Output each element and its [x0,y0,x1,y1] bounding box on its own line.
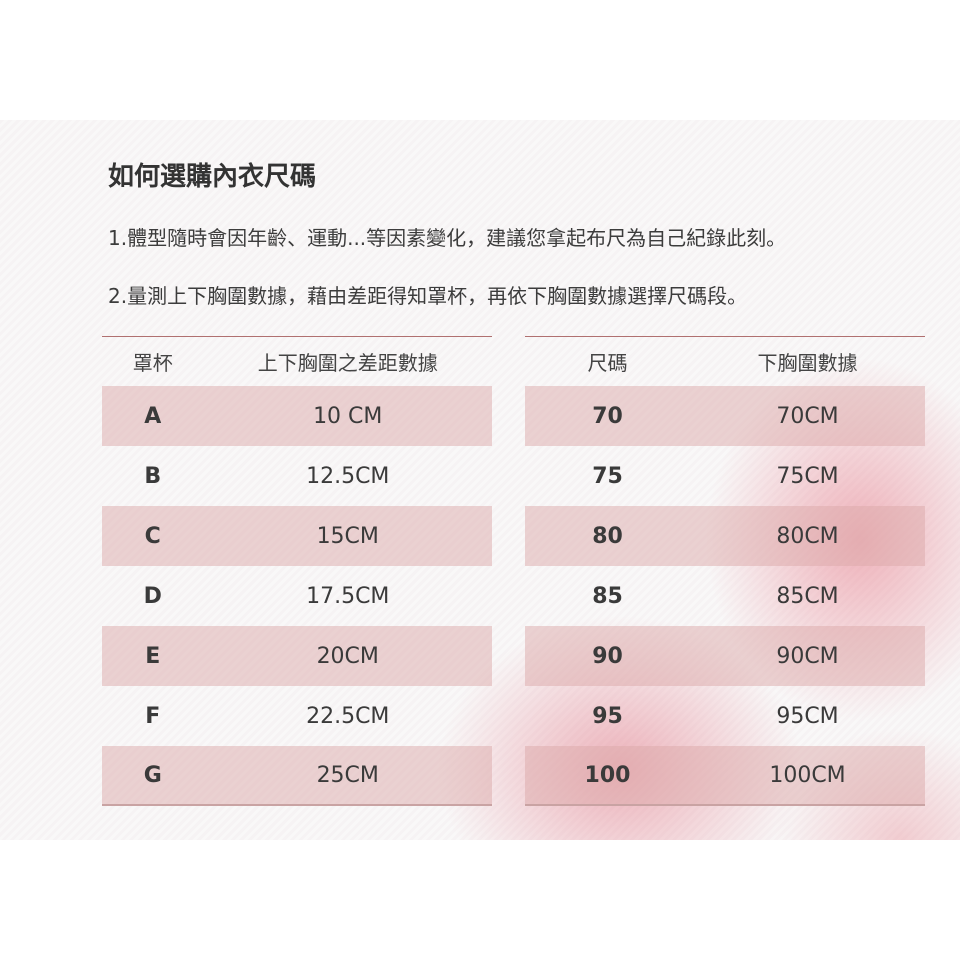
table-cell: 75 [592,463,623,489]
table-row: E 20CM [102,626,492,686]
column-header: 下胸圍數據 [757,351,858,375]
table-row: F 22.5CM [102,686,492,746]
table-cell: 70CM [776,403,839,429]
table-cell: 75CM [776,463,839,489]
table-cell: B [144,463,162,489]
table-cell: 80CM [776,523,839,549]
table-cell: D [143,583,162,609]
table-header: 罩杯 上下胸圍之差距數據 [102,337,492,386]
table-cell: 95 [592,703,623,729]
table-cell: 20CM [316,643,379,669]
table-cell: 12.5CM [306,463,390,489]
table-cell: 100CM [769,762,846,788]
table-cell: 22.5CM [306,703,390,729]
table-row: 100 100CM [525,746,925,806]
table-cell: 10 CM [313,403,383,429]
table-cell: 90 [592,643,623,669]
band-size-table: 尺碼 下胸圍數據 70 70CM 75 75CM 80 80CM 85 85CM 90 90CM 95 9… [525,336,925,806]
table-row: G 25CM [102,746,492,806]
table-row: 70 70CM [525,386,925,446]
column-header: 罩杯 [132,351,173,375]
table-cell: 95CM [776,703,839,729]
table-cell: 100 [584,762,631,788]
table-row: C 15CM [102,506,492,566]
column-header: 上下胸圍之差距數據 [257,351,438,375]
instruction-2: 2.量測上下胸圍數據，藉由差距得知罩杯，再依下胸圍數據選擇尺碼段。 [108,284,748,308]
table-cell: 17.5CM [306,583,390,609]
table-row: 95 95CM [525,686,925,746]
table-header: 尺碼 下胸圍數據 [525,337,925,386]
table-cell: 90CM [776,643,839,669]
cup-size-table: 罩杯 上下胸圍之差距數據 A 10 CM B 12.5CM C 15CM D 17.5CM E 20C… [102,336,492,806]
table-row: 85 85CM [525,566,925,626]
table-cell: 85CM [776,583,839,609]
table-row: B 12.5CM [102,446,492,506]
table-row: D 17.5CM [102,566,492,626]
column-header: 尺碼 [587,351,628,375]
table-row: 75 75CM [525,446,925,506]
table-row: A 10 CM [102,386,492,446]
table-row: 90 90CM [525,626,925,686]
page-title: 如何選購內衣尺碼 [108,162,317,192]
instruction-1: 1.體型隨時會因年齡、運動...等因素變化，建議您拿起布尺為自己紀錄此刻。 [108,226,787,250]
table-row: 80 80CM [525,506,925,566]
floral-background [0,120,960,840]
table-cell: 80 [592,523,623,549]
table-cell: 25CM [316,762,379,788]
table-cell: 15CM [316,523,379,549]
table-cell: E [145,643,161,669]
table-cell: 85 [592,583,623,609]
table-cell: C [144,523,161,549]
table-cell: F [145,703,161,729]
table-cell: G [143,762,162,788]
table-cell: A [144,403,162,429]
table-cell: 70 [592,403,623,429]
